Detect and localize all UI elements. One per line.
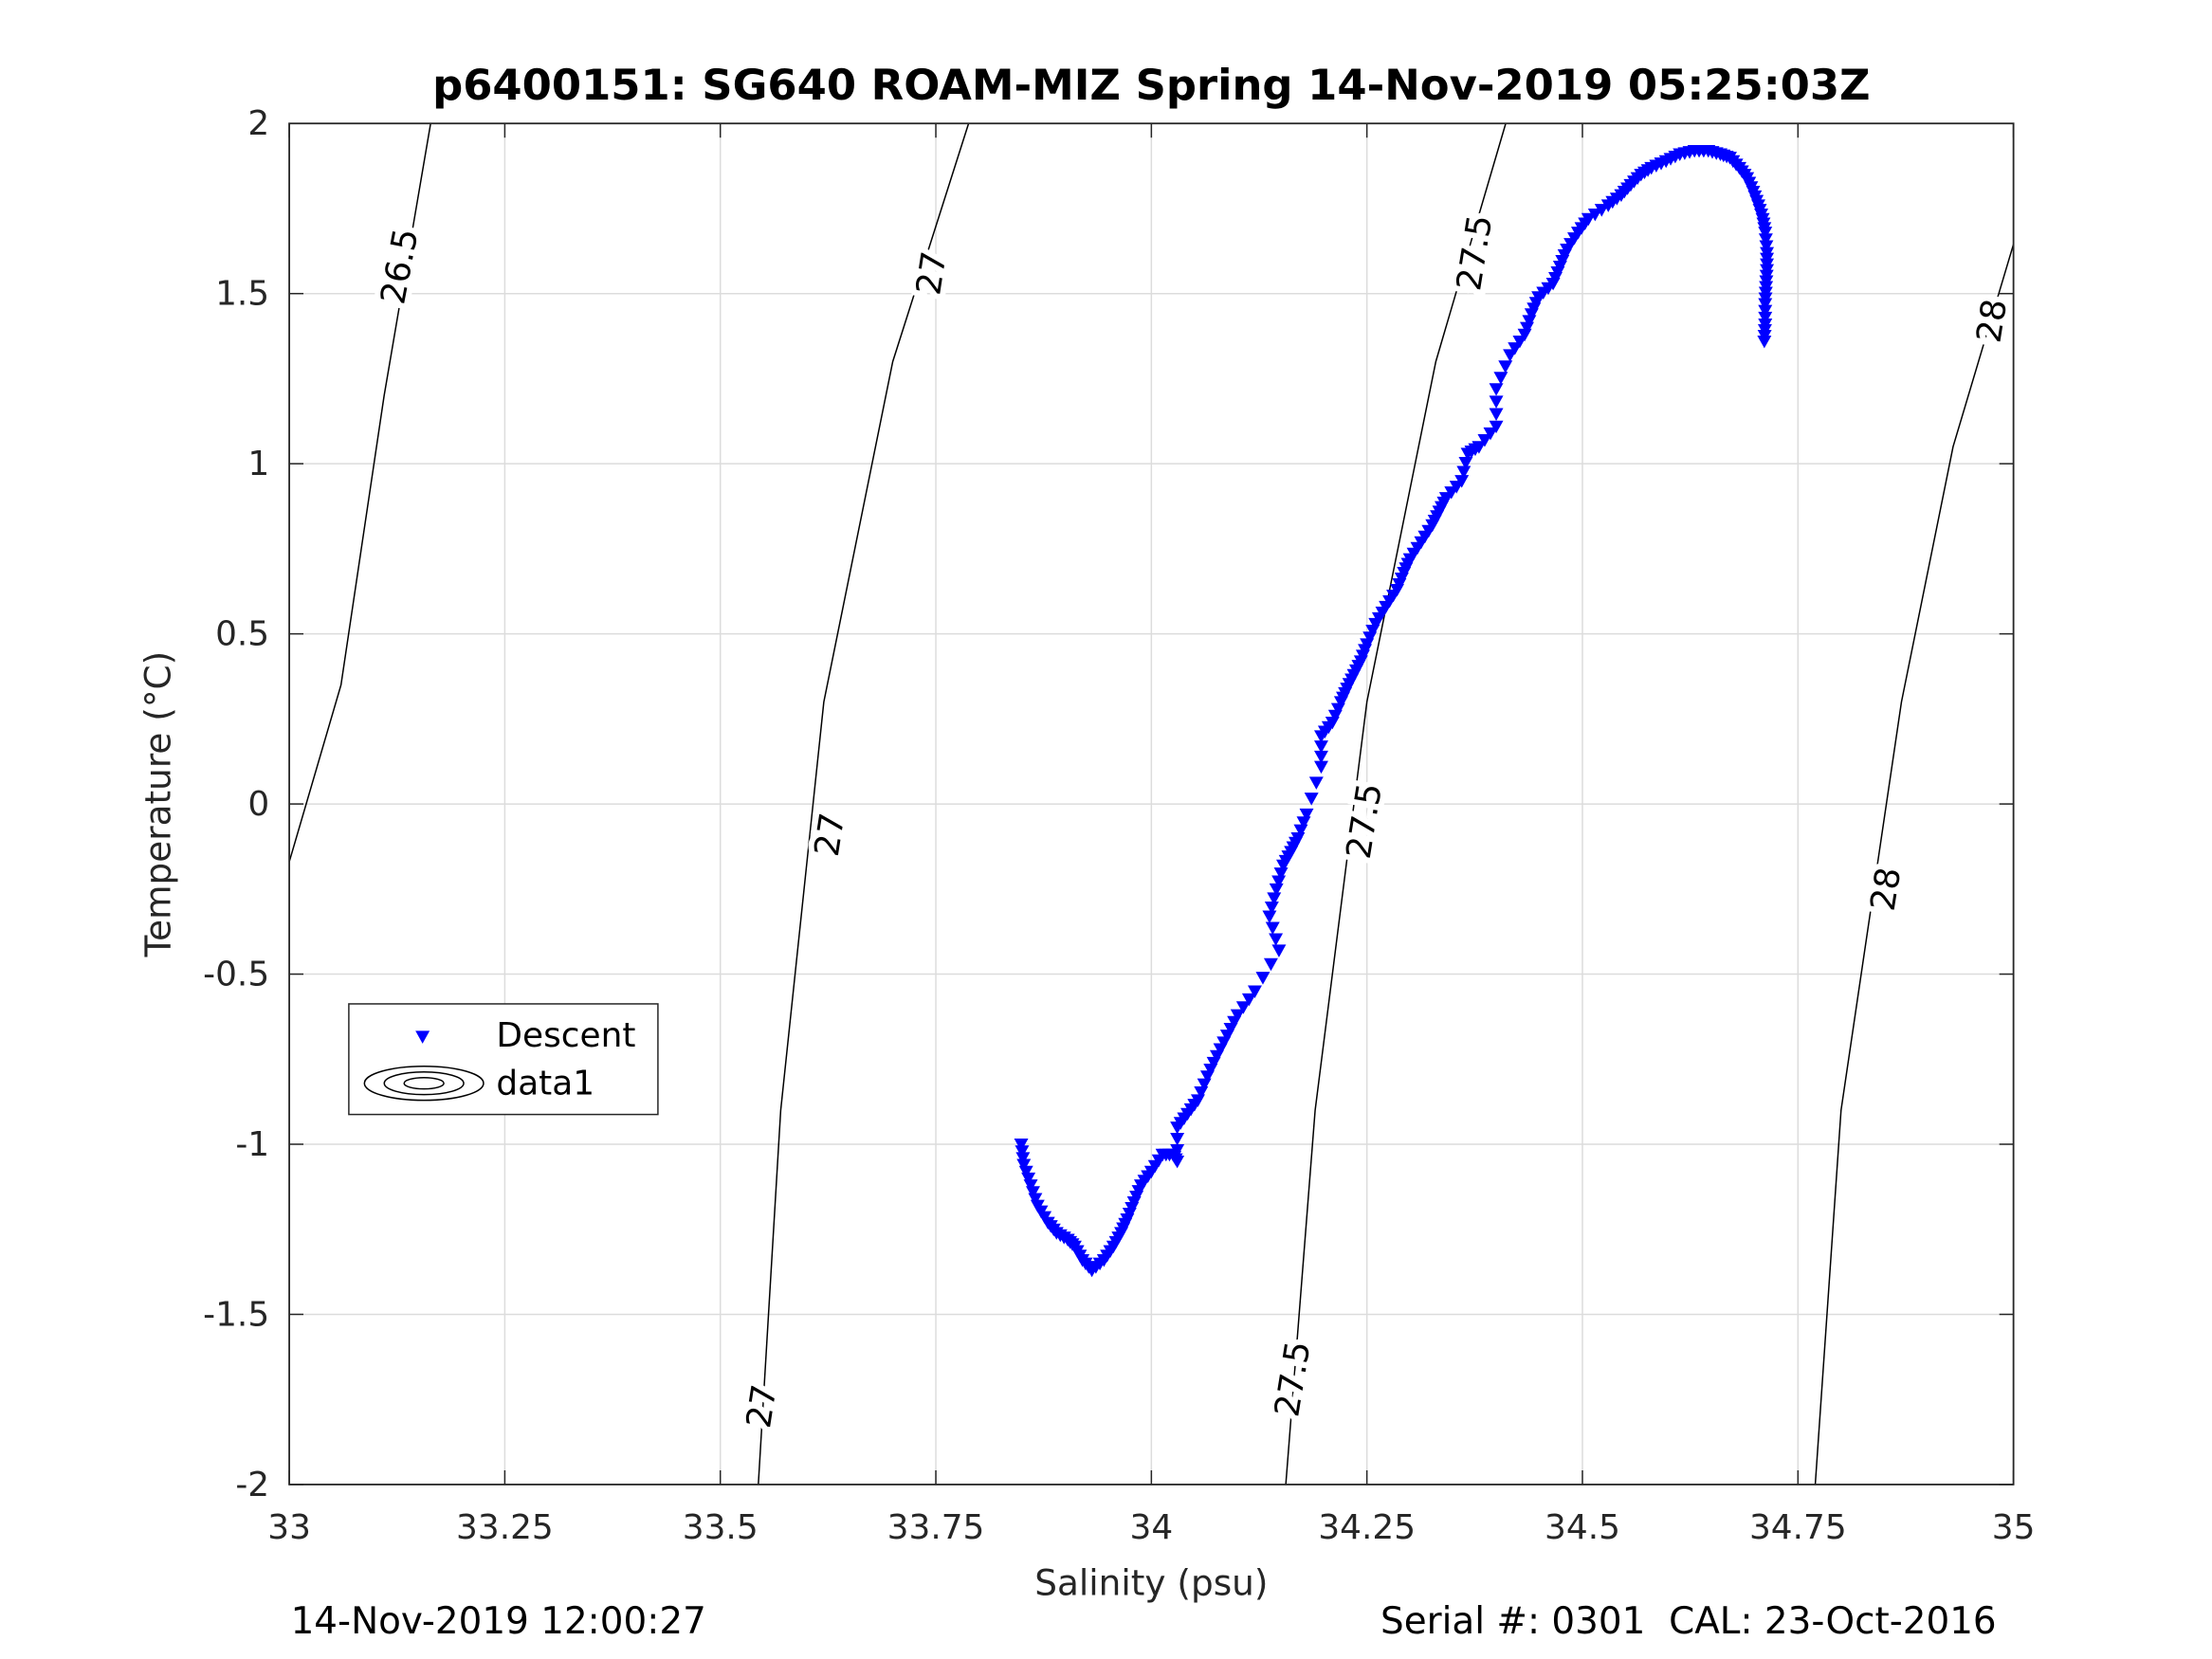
descent-point bbox=[1489, 420, 1504, 434]
legend-label-data1: data1 bbox=[496, 1065, 594, 1103]
descent-point bbox=[1026, 1186, 1040, 1199]
descent-point bbox=[1264, 901, 1279, 915]
axes: 33 33.25 33.5 33.75 34 34.25 34.5 34.75 35 -2 -1.5… bbox=[203, 104, 2035, 1547]
descent-point bbox=[1170, 1144, 1185, 1158]
y-axis-label: Temperature (°C) bbox=[137, 651, 178, 958]
x-tick-label: 33.75 bbox=[887, 1508, 985, 1547]
y-tick-label: -1.5 bbox=[203, 1295, 269, 1334]
descent-point bbox=[1758, 304, 1773, 319]
descent-point bbox=[1269, 883, 1284, 897]
x-tick-label: 34 bbox=[1130, 1508, 1174, 1547]
descent-point bbox=[1587, 208, 1602, 222]
descent-point bbox=[1758, 298, 1773, 311]
descent-point bbox=[1759, 240, 1774, 253]
x-tick-label: 33.5 bbox=[683, 1508, 759, 1547]
descent-point bbox=[1477, 434, 1492, 447]
descent-point bbox=[1483, 427, 1498, 441]
descent-point bbox=[1489, 408, 1504, 421]
isopycnal-line-28 bbox=[1814, 244, 2015, 1485]
descent-point bbox=[1498, 360, 1513, 374]
footer-serial-cal: Serial #: 0301 CAL: 23-Oct-2016 bbox=[1380, 1600, 1997, 1643]
legend-box bbox=[348, 1003, 659, 1116]
descent-point bbox=[1267, 892, 1282, 905]
descent-point bbox=[1299, 808, 1314, 822]
y-tick-label: -2 bbox=[235, 1466, 269, 1504]
legend-label-descent: Descent bbox=[496, 1016, 635, 1055]
descent-point bbox=[1304, 793, 1319, 806]
descent-point bbox=[1594, 204, 1609, 217]
plot-border bbox=[288, 122, 2015, 1486]
descent-point bbox=[1758, 233, 1773, 246]
descent-point bbox=[1235, 1001, 1251, 1014]
footer-timestamp: 14-Nov-2019 12:00:27 bbox=[291, 1600, 706, 1643]
descent-point bbox=[1456, 465, 1472, 480]
isopycnal-line-27 bbox=[758, 123, 970, 1485]
x-tick-label: 34.25 bbox=[1318, 1508, 1416, 1547]
descent-point bbox=[1247, 985, 1262, 998]
y-tick-label: -0.5 bbox=[203, 956, 269, 994]
descent-point bbox=[1314, 750, 1328, 764]
y-tick-label: 1.5 bbox=[215, 275, 269, 314]
descent-point bbox=[1263, 957, 1278, 972]
x-tick-label: 34.75 bbox=[1749, 1508, 1847, 1547]
descent-point bbox=[1170, 1155, 1185, 1169]
descent-point bbox=[1265, 921, 1280, 935]
descent-point bbox=[1269, 933, 1284, 946]
isopycnal-label: 27 bbox=[909, 249, 954, 298]
descent-point bbox=[1028, 1193, 1043, 1206]
descent-point bbox=[1308, 776, 1324, 790]
descent-point bbox=[1015, 1145, 1030, 1158]
isopycnal-label: 27 bbox=[740, 1382, 784, 1431]
descent-point bbox=[1018, 1165, 1033, 1179]
isopycnal-line-26.5 bbox=[288, 123, 431, 863]
x-tick-label: 34.5 bbox=[1545, 1508, 1620, 1547]
y-tick-label: 0.5 bbox=[215, 615, 269, 654]
x-tick-label: 33 bbox=[267, 1508, 311, 1547]
legend-contour-icon bbox=[363, 1066, 484, 1102]
x-tick-label: 33.25 bbox=[456, 1508, 554, 1547]
descent-point bbox=[1758, 311, 1773, 325]
descent-point bbox=[1016, 1158, 1032, 1173]
descent-point bbox=[1757, 335, 1772, 349]
y-tick-label: 2 bbox=[247, 104, 269, 143]
legend[interactable]: Descent data1 bbox=[348, 1003, 659, 1116]
descent-point bbox=[1014, 1139, 1029, 1152]
descent-point bbox=[1255, 972, 1271, 985]
descent-point bbox=[1262, 910, 1277, 924]
descent-point bbox=[1581, 212, 1596, 227]
isopycnal-label: 28 bbox=[1864, 865, 1910, 914]
descent-point bbox=[1314, 740, 1328, 754]
x-tick-label: 35 bbox=[1992, 1508, 2036, 1547]
y-tick-label: 0 bbox=[247, 785, 269, 824]
descent-point bbox=[1170, 1133, 1185, 1146]
y-tick-label: 1 bbox=[247, 445, 269, 483]
descent-series bbox=[1014, 144, 1775, 1278]
descent-point bbox=[1021, 1172, 1036, 1186]
descent-point bbox=[1489, 383, 1504, 396]
descent-point bbox=[1230, 1009, 1245, 1023]
descent-point bbox=[1472, 441, 1487, 454]
legend-descent-marker-icon bbox=[415, 1030, 430, 1044]
descent-point bbox=[1493, 372, 1508, 385]
descent-point bbox=[1015, 1152, 1031, 1165]
isopycnal-label: 28 bbox=[1970, 297, 2016, 346]
y-tick-label: -1 bbox=[235, 1125, 269, 1164]
descent-point bbox=[1273, 867, 1289, 881]
descent-point bbox=[1271, 944, 1287, 957]
descent-point bbox=[1023, 1179, 1038, 1193]
descent-point bbox=[1241, 993, 1256, 1007]
descent-point bbox=[1271, 875, 1287, 888]
descent-point bbox=[1458, 456, 1473, 470]
isopycnal-line-27.5 bbox=[1285, 123, 1507, 1485]
chart-title: p6400151: SG640 ROAM-MIZ Spring 14-Nov-2… bbox=[432, 60, 1870, 110]
isopycnal-label: 27 bbox=[808, 811, 852, 859]
descent-point bbox=[1758, 227, 1773, 240]
descent-point bbox=[1454, 475, 1470, 488]
x-axis-label: Salinity (psu) bbox=[1034, 1562, 1268, 1604]
descent-point bbox=[1314, 760, 1328, 775]
descent-point bbox=[1489, 395, 1504, 409]
